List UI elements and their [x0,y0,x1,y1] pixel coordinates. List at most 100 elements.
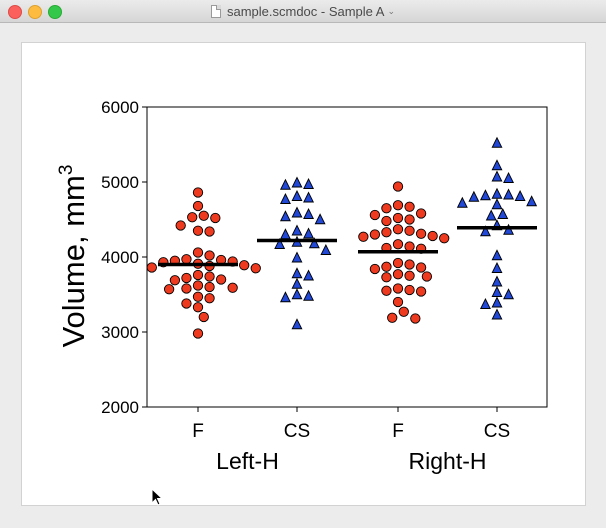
data-point [479,189,491,201]
data-point [358,231,369,242]
x-group-label: Left-H [216,448,279,474]
data-point [192,280,204,291]
data-point [392,200,404,211]
zoom-icon[interactable] [48,5,62,19]
data-point [491,249,503,261]
data-point [192,200,204,212]
data-point [274,237,286,249]
data-point [415,208,427,219]
x-tick-label: CS [484,421,510,442]
data-point [198,311,209,323]
data-point [291,224,303,236]
data-point [491,170,503,182]
data-point [369,263,381,275]
data-point [291,176,303,188]
data-point [308,237,320,249]
data-point [192,225,204,236]
data-point [187,212,198,223]
data-point [456,196,468,208]
data-point [392,283,404,294]
y-axis-label: Volume, mm3 [56,165,91,348]
data-point [381,215,392,227]
x-group-label: Right-H [409,448,487,474]
data-point [503,188,515,200]
data-point [215,274,227,285]
data-point [491,275,503,287]
data-point [303,269,315,281]
data-point [192,247,204,258]
data-point [175,220,186,231]
data-point [279,192,291,204]
data-point [181,298,192,309]
data-point [491,187,503,199]
window-title-area: sample.scmdoc - Sample A ⌄ [0,0,606,22]
data-point [250,263,261,274]
data-point [291,267,303,279]
data-point [381,272,392,283]
y-tick-label: 2000 [101,398,139,417]
data-point [392,296,404,308]
data-point [192,328,204,339]
data-point [369,229,381,240]
data-point [479,297,491,309]
data-point [204,226,215,237]
data-point [291,288,303,300]
data-point [421,271,433,282]
data-point [291,318,303,330]
data-point [381,285,392,296]
y-axis-label-superscript: 3 [56,165,77,176]
data-point [369,209,381,221]
close-icon[interactable] [8,5,22,19]
data-point [415,228,427,239]
data-point [392,181,404,192]
data-point [392,269,404,280]
data-point [192,187,204,198]
data-point [279,210,291,222]
data-point [392,224,404,235]
data-point [204,271,215,282]
data-point [163,284,175,295]
document-icon [210,4,221,18]
document-canvas [21,42,586,506]
y-tick-label: 5000 [101,173,139,192]
x-tick-label: CS [284,421,310,442]
title-bar[interactable]: sample.scmdoc - Sample A ⌄ [0,0,606,23]
data-point [279,228,291,240]
data-point [404,241,415,252]
minimize-icon[interactable] [28,5,42,19]
data-point [192,291,204,302]
data-point [415,262,427,273]
data-point [404,201,415,212]
data-point [514,189,526,201]
chevron-down-icon[interactable]: ⌄ [387,5,396,16]
data-point [491,136,503,148]
data-point [146,262,157,273]
data-point [503,288,515,300]
data-point [291,189,303,201]
data-point [491,285,503,297]
data-point [303,191,315,203]
data-point [479,225,491,237]
data-point [303,289,315,301]
data-point [404,270,415,281]
data-point [491,159,503,171]
data-point [468,190,480,202]
data-point [303,177,315,189]
data-point [320,243,332,255]
data-point [404,214,415,225]
data-point [291,251,303,263]
data-point [204,250,215,261]
data-point [291,277,303,289]
data-point [392,257,404,269]
data-point [497,207,509,219]
data-point [491,261,503,273]
data-point [439,233,450,244]
data-point [427,230,438,242]
data-point [279,291,291,303]
x-tick-label: F [192,421,204,442]
data-point [204,281,215,293]
data-point [192,302,204,313]
x-tick-label: F [392,421,404,442]
cursor-icon [151,488,163,506]
